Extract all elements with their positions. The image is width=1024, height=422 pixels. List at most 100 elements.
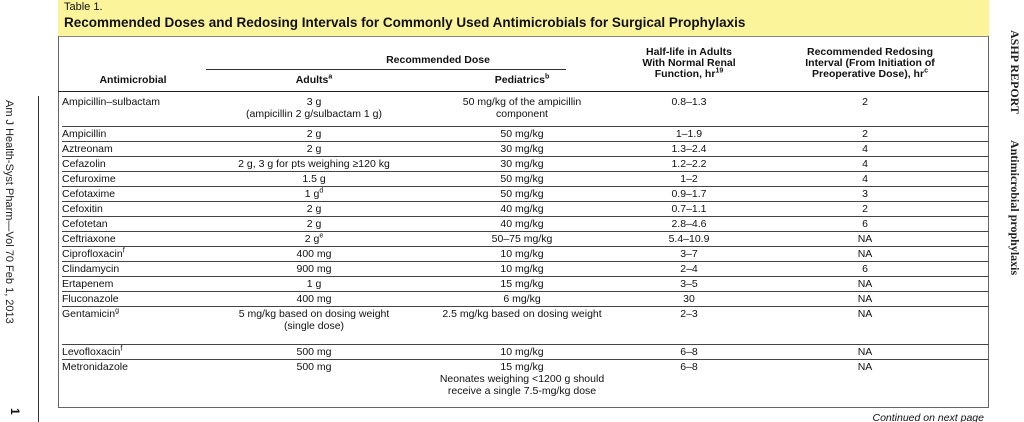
adult-dose: 2 g	[306, 218, 322, 230]
table-row: Gentamicing 5 mg/kg based on dosing weigh…	[62, 308, 985, 346]
half-life: 2–4	[680, 263, 698, 275]
row-divider	[62, 186, 989, 187]
pediatric-dose: 10 mg/kg	[500, 248, 544, 260]
redosing-interval: NA	[857, 248, 873, 260]
redosing-interval: 4	[862, 173, 868, 185]
continued-note: Continued on next page	[872, 412, 984, 422]
half-life: 1.3–2.4	[671, 143, 707, 155]
adult-dose: 400 mg	[296, 248, 332, 260]
antimicrobial-name: Cefotaxime	[62, 188, 116, 200]
adult-dose: 1 g	[306, 278, 322, 290]
adult-dose: 400 mg	[296, 293, 332, 305]
redosing-interval: NA	[857, 361, 873, 373]
pediatric-dose: 15 mg/kg Neonates weighing <1200 g should…	[439, 361, 605, 397]
half-life: 1.2–2.2	[671, 158, 707, 170]
adult-dose: 1.5 g	[302, 173, 326, 185]
redosing-interval: 2	[862, 203, 868, 215]
antimicrobial-name: Levofloxacinf	[62, 345, 123, 359]
pediatric-dose: 30 mg/kg	[500, 158, 544, 170]
redosing-interval: NA	[857, 278, 873, 290]
redosing-interval: NA	[857, 293, 873, 305]
table-row: Ampicillin 2 g 50 mg/kg 1–1.9 2	[62, 128, 985, 143]
running-header: ASHP REPORT Antimicrobial prophylaxis	[1002, 30, 1022, 420]
redosing-interval: 2	[862, 96, 868, 108]
row-divider	[62, 141, 989, 142]
half-life: 5.4–10.9	[668, 233, 710, 245]
table-number: Table 1.	[64, 1, 103, 13]
antimicrobial-name: Cefuroxime	[62, 173, 116, 185]
row-divider	[62, 306, 989, 307]
table-row: Levofloxacinf 500 mg 10 mg/kg 6–8 NA	[62, 346, 985, 361]
header-bottom-rule	[58, 91, 989, 92]
table-row: Cefotetan 2 g 40 mg/kg 2.8–4.6 6	[62, 218, 985, 233]
adult-dose: 1 gd	[304, 187, 324, 201]
row-divider	[62, 276, 989, 277]
half-life: 0.7–1.1	[671, 203, 707, 215]
half-life: 6–8	[680, 361, 698, 373]
row-divider	[62, 171, 989, 172]
table-row: Cefotaxime 1 gd 50 mg/kg 0.9–1.7 3	[62, 188, 985, 203]
header-half-life: Half-life in Adults With Normal Renal Fu…	[642, 46, 736, 80]
adult-dose: 900 mg	[296, 263, 332, 275]
half-life: 2.8–4.6	[671, 218, 707, 230]
redosing-interval: 6	[862, 263, 868, 275]
half-life: 0.9–1.7	[671, 188, 707, 200]
header-group-rule	[206, 69, 566, 70]
pediatric-dose: 30 mg/kg	[500, 143, 544, 155]
antimicrobial-name: Ceftriaxone	[62, 233, 116, 245]
row-divider	[62, 201, 989, 202]
redosing-interval: NA	[857, 308, 873, 320]
header-adults: Adultsa	[295, 73, 333, 86]
half-life: 1–1.9	[675, 128, 703, 140]
table-row: Cefuroxime 1.5 g 50 mg/kg 1–2 4	[62, 173, 985, 188]
adult-dose: 5 mg/kg based on dosing weight (single do…	[238, 308, 390, 332]
row-divider	[62, 291, 989, 292]
row-divider	[62, 344, 989, 345]
pediatric-dose: 50 mg/kg	[500, 128, 544, 140]
pediatric-dose: 2.5 mg/kg based on dosing weight	[442, 308, 602, 320]
redosing-interval: NA	[857, 346, 873, 358]
antimicrobial-name: Cefazolin	[62, 158, 106, 170]
table-row: Ciprofloxacinf 400 mg 10 mg/kg 3–7 NA	[62, 248, 985, 263]
antimicrobial-name: Ciprofloxacinf	[62, 247, 125, 261]
table-row: Ertapenem 1 g 15 mg/kg 3–5 NA	[62, 278, 985, 293]
pediatric-dose: 40 mg/kg	[500, 203, 544, 215]
pediatric-dose: 50 mg/kg	[500, 173, 544, 185]
row-divider	[62, 216, 989, 217]
half-life: 3–7	[680, 248, 698, 260]
table-row: Ceftriaxone 2 ge 50–75 mg/kg 5.4–10.9 NA	[62, 233, 985, 248]
adult-dose: 500 mg	[296, 346, 332, 358]
antimicrobial-name: Ampicillin	[62, 128, 107, 140]
adult-dose: 2 g	[306, 128, 322, 140]
redosing-interval: 6	[862, 218, 868, 230]
antimicrobial-name: Ertapenem	[62, 278, 114, 290]
adult-dose: 2 g	[306, 143, 322, 155]
row-divider	[62, 261, 989, 262]
row-divider	[62, 126, 989, 127]
report-section-label: ASHP REPORT	[1008, 30, 1022, 114]
table-title: Recommended Doses and Redosing Intervals…	[64, 15, 746, 30]
antimicrobial-name: Gentamicing	[62, 307, 120, 321]
report-topic-label: Antimicrobial prophylaxis	[1008, 139, 1022, 276]
table-row: Cefazolin 2 g, 3 g for pts weighing ≥120 …	[62, 158, 985, 173]
half-life: 30	[683, 293, 695, 305]
antimicrobial-name: Cefotetan	[62, 218, 108, 230]
half-life: 6–8	[680, 346, 698, 358]
half-life: 2–3	[680, 308, 698, 320]
redosing-interval: 4	[862, 158, 868, 170]
left-divider	[38, 96, 39, 422]
header-antimicrobial: Antimicrobial	[99, 74, 167, 86]
table-row: Clindamycin 900 mg 10 mg/kg 2–4 6	[62, 263, 985, 278]
redosing-interval: 2	[862, 128, 868, 140]
redosing-interval: NA	[857, 233, 873, 245]
journal-citation: Am J Health-Syst Pharm—Vol 70 Feb 1, 201…	[3, 100, 15, 324]
row-divider	[62, 359, 989, 360]
pediatric-dose: 50–75 mg/kg	[491, 233, 553, 245]
row-divider	[62, 156, 989, 157]
antimicrobial-name: Fluconazole	[62, 293, 119, 305]
header-redosing-interval: Recommended Redosing Interval (From Init…	[805, 46, 935, 80]
adult-dose: 2 ge	[304, 232, 324, 246]
redosing-interval: 3	[862, 188, 868, 200]
table-title-band: Table 1. Recommended Doses and Redosing …	[58, 0, 989, 37]
pediatric-dose: 50 mg/kg of the ampicillin component	[462, 96, 582, 120]
